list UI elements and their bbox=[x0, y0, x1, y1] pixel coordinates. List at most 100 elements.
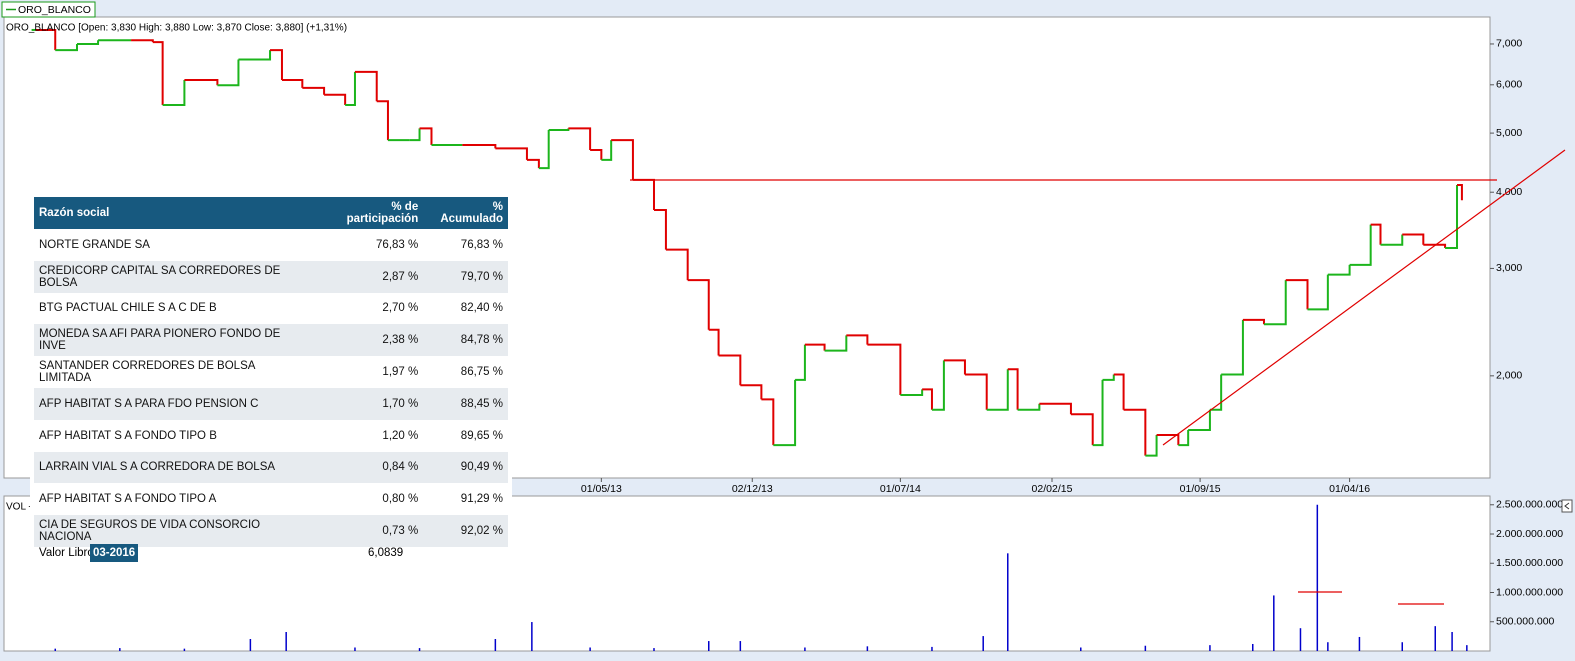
x-tick-label: 01/04/16 bbox=[1329, 483, 1370, 495]
shareholder-table: Razón social% de participación% Acumulad… bbox=[30, 193, 512, 570]
y-tick-label: 2.000.000.000 bbox=[1496, 528, 1563, 540]
price-step bbox=[162, 79, 186, 106]
y-tick-label: 1.000.000.000 bbox=[1496, 586, 1563, 598]
table-cell: 2,38 % bbox=[313, 324, 424, 357]
price-step bbox=[1242, 318, 1265, 325]
price-step bbox=[1327, 264, 1351, 276]
table-cell: 2,87 % bbox=[313, 260, 424, 293]
price-step bbox=[184, 78, 219, 86]
table-cell: 91,29 % bbox=[460, 493, 503, 506]
trend-line bbox=[1162, 149, 1566, 446]
price-step bbox=[1349, 224, 1372, 266]
table-cell: SANTANDER CORREDORES DE BOLSA LIMITADA bbox=[39, 360, 255, 385]
table-cell: AFP HABITAT S A FONDO TIPO B bbox=[39, 429, 217, 442]
price-step bbox=[419, 127, 433, 146]
price-step bbox=[708, 328, 720, 356]
price-step bbox=[795, 344, 806, 381]
y-tick-label: 5,000 bbox=[1496, 127, 1522, 139]
price-step bbox=[1178, 430, 1190, 447]
y-tick-label: 1.500.000.000 bbox=[1496, 557, 1563, 569]
table-cell: AFP HABITAT S A PARA FDO PENSION C bbox=[34, 387, 314, 420]
price-step bbox=[238, 50, 272, 61]
price-step bbox=[773, 379, 797, 447]
price-header: ORO_BLANCO [Open: 3,830 High: 3,880 Low:… bbox=[6, 23, 347, 34]
table-cell: 1,70 % bbox=[313, 387, 424, 420]
y-tick-label: 6,000 bbox=[1496, 79, 1522, 91]
table-cell: 0,73 % bbox=[313, 515, 424, 547]
price-step bbox=[152, 41, 164, 105]
table-cell: NORTE GRANDE SA bbox=[39, 238, 150, 251]
table-cell: LARRAIN VIAL S A CORREDORA DE BOLSA bbox=[34, 451, 314, 484]
price-step bbox=[281, 78, 304, 88]
table-row: CIA DE SEGUROS DE VIDA CONSORCIO NACIONA… bbox=[34, 515, 508, 547]
y-tick-label: 7,000 bbox=[1496, 38, 1522, 50]
price-step bbox=[354, 70, 378, 102]
book-value-number: 6,0839 bbox=[368, 547, 404, 559]
price-step bbox=[1102, 374, 1115, 381]
price-step bbox=[462, 144, 497, 149]
column-header: % Acumulado bbox=[423, 197, 508, 229]
table-cell: 92,02 % bbox=[423, 515, 508, 547]
price-step bbox=[931, 360, 945, 411]
price-step bbox=[653, 209, 667, 250]
column-header: % de participación bbox=[313, 197, 424, 229]
price-step bbox=[1402, 233, 1425, 245]
price-step bbox=[526, 158, 540, 169]
price-step bbox=[1145, 434, 1158, 457]
price-step bbox=[846, 334, 869, 345]
price-step bbox=[922, 388, 933, 410]
y-tick-label: 2.500.000.000 bbox=[1496, 499, 1563, 511]
column-header: Razón social bbox=[34, 197, 314, 229]
table-cell: 86,75 % bbox=[460, 366, 503, 379]
price-step bbox=[1070, 413, 1094, 446]
table-cell: CREDICORP CAPITAL SA CORREDORES DE BOLSA bbox=[34, 260, 314, 293]
table-cell: 84,78 % bbox=[423, 324, 508, 357]
table-row: MONEDA SA AFI PARA PIONERO FONDO DE INVE… bbox=[34, 324, 508, 357]
price-step bbox=[590, 149, 603, 160]
scroll-button[interactable] bbox=[1561, 499, 1573, 513]
price-step bbox=[77, 40, 100, 45]
scroll-arrow bbox=[1564, 502, 1570, 510]
price-step bbox=[1188, 409, 1211, 432]
legend-box[interactable] bbox=[1, 1, 96, 18]
price-step bbox=[718, 354, 742, 386]
book-value-period: 03-2016 bbox=[90, 544, 139, 562]
price-step bbox=[665, 248, 689, 281]
table-row: AFP HABITAT S A PARA FDO PENSION C 1,70 %… bbox=[34, 387, 508, 420]
plot: 2,000 3,000 4,000 5,000 6,000 7,000 01/05/13 02… bbox=[31, 28, 1563, 651]
price-step bbox=[568, 127, 592, 151]
price-step bbox=[1307, 274, 1329, 311]
price-step bbox=[1007, 368, 1019, 410]
price-step bbox=[601, 140, 613, 161]
price-step bbox=[270, 49, 283, 80]
table: Razón social% de participación% Acumulad… bbox=[34, 197, 508, 547]
price-step bbox=[1370, 223, 1382, 245]
price-step bbox=[761, 398, 775, 446]
price-step bbox=[1285, 279, 1309, 310]
legend-text: ORO_BLANCO bbox=[18, 4, 91, 16]
price-step bbox=[35, 28, 57, 51]
price-step bbox=[1017, 403, 1041, 411]
table-row: CREDICORP CAPITAL SA CORREDORES DE BOLSA… bbox=[34, 260, 508, 293]
x-tick-label: 02/02/15 bbox=[1032, 483, 1073, 495]
price-step bbox=[1123, 408, 1147, 456]
header-row: Razón social% de participación% Acumulad… bbox=[34, 197, 508, 229]
y-tick-label: 3,000 bbox=[1496, 262, 1522, 274]
table-cell: 0,80 % bbox=[382, 493, 419, 506]
table-cell: 76,83 % bbox=[376, 238, 419, 251]
price-step bbox=[1380, 234, 1404, 246]
table-row: LARRAIN VIAL S A CORREDORA DE BOLSA 0,84 … bbox=[34, 451, 508, 484]
price-step bbox=[1039, 402, 1072, 415]
table-cell: 0,84 % bbox=[313, 451, 424, 484]
table-cell: 1,97 % bbox=[382, 366, 419, 379]
price-step bbox=[1156, 433, 1180, 446]
price-step bbox=[1263, 280, 1287, 326]
book-value: Valor Libro 03-2016 6,0839 bbox=[34, 544, 508, 566]
price-step bbox=[1457, 184, 1463, 201]
y-tick-label: 2,000 bbox=[1496, 370, 1522, 382]
price-step bbox=[740, 384, 763, 400]
price-step bbox=[1445, 185, 1459, 250]
price-step bbox=[986, 369, 1009, 411]
price-step bbox=[1221, 319, 1244, 376]
x-tick-label: 01/05/13 bbox=[581, 483, 622, 495]
